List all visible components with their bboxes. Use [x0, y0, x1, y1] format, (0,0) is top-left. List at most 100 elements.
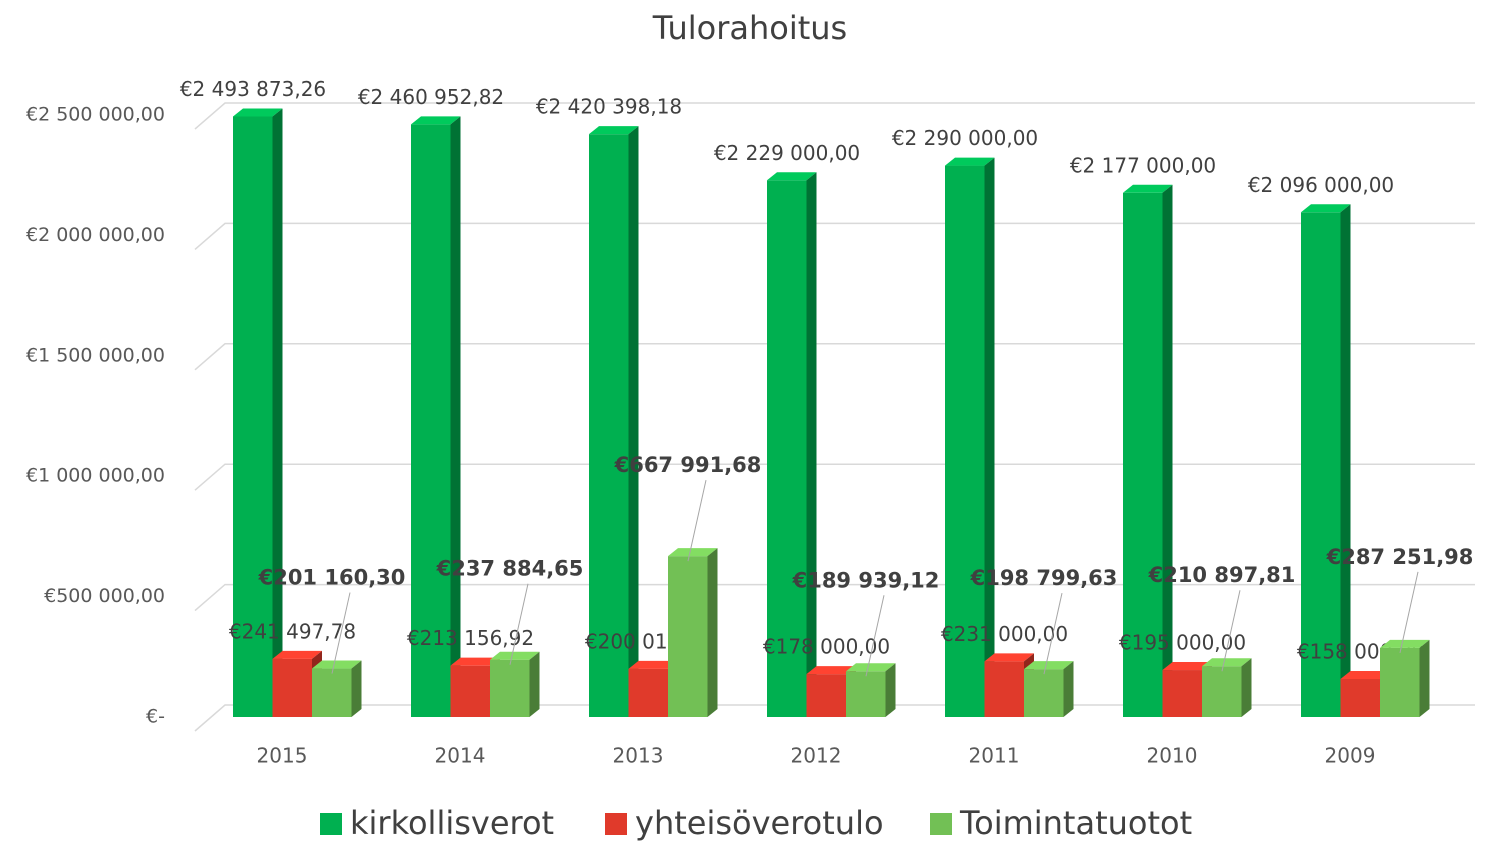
data-label: €2 420 398,18	[536, 95, 682, 119]
y-tick-label: €1 500 000,00	[26, 344, 165, 366]
x-tick-label: 2015	[257, 744, 308, 768]
data-label: €2 096 000,00	[1248, 173, 1394, 197]
bar-top	[411, 116, 461, 125]
bar-front	[450, 665, 490, 717]
x-tick-label: 2013	[613, 744, 664, 768]
y-tick-label: €1 000 000,00	[26, 465, 165, 487]
legend-label: kirkollisverot	[350, 804, 554, 842]
bar-side	[984, 157, 995, 717]
bar-top	[628, 660, 678, 669]
bar-side	[450, 116, 461, 717]
bar-side	[1340, 204, 1351, 717]
bar-top	[767, 172, 817, 181]
bar-top	[846, 663, 896, 672]
x-tick-label: 2009	[1325, 744, 1376, 768]
grid-line	[194, 463, 1475, 491]
bar-front	[272, 658, 312, 717]
x-tick-label: 2012	[791, 744, 842, 768]
data-label: €201 160,30	[258, 566, 406, 590]
bar	[1024, 661, 1074, 717]
bar-front	[846, 671, 886, 717]
bar-top	[1123, 184, 1173, 193]
bar	[233, 108, 283, 717]
data-label: €2 229 000,00	[714, 141, 860, 165]
grid-line	[194, 583, 1475, 612]
bar-front	[668, 556, 708, 717]
bar-side	[272, 108, 283, 717]
bar	[589, 126, 639, 718]
bar-front	[1024, 669, 1064, 717]
grid-line	[194, 222, 1475, 250]
data-label: €667 991,68	[614, 453, 762, 477]
bar-top	[450, 657, 500, 666]
bar	[312, 660, 362, 717]
bar-top	[233, 108, 283, 117]
x-tick-label: 2014	[435, 744, 486, 768]
data-label: €231 000,00	[941, 622, 1068, 646]
bar-top	[1162, 662, 1212, 671]
legend-swatch	[605, 813, 627, 835]
leader-line	[1399, 571, 1419, 653]
bar-front	[411, 124, 451, 717]
leader-line	[509, 583, 529, 665]
bar-front	[312, 668, 352, 717]
bar	[767, 172, 817, 717]
leader-line	[1043, 593, 1063, 675]
bar-front	[1301, 212, 1341, 717]
data-label: €237 884,65	[436, 557, 584, 581]
bar-side	[628, 126, 639, 718]
data-label: €287 251,98	[1326, 545, 1474, 569]
grid-line	[194, 102, 1475, 130]
data-label: €2 177 000,00	[1070, 153, 1216, 177]
bar	[1202, 658, 1252, 717]
bar-side	[1419, 639, 1430, 717]
bar-side	[1241, 658, 1252, 717]
bar-top	[668, 548, 718, 557]
bar-top	[806, 666, 856, 675]
bar	[945, 157, 995, 717]
bar-front	[945, 165, 985, 717]
bar-side	[707, 548, 718, 717]
y-tick-label: €2 500 000,00	[26, 104, 165, 126]
y-tick-label: €500 000,00	[44, 585, 165, 607]
data-label: €213 156,92	[407, 626, 534, 650]
data-label: €2 493 873,26	[180, 77, 326, 101]
bar-top	[589, 126, 639, 135]
bar-top	[1301, 204, 1351, 213]
bar-side	[806, 172, 817, 717]
y-tick-label: €2 000 000,00	[26, 224, 165, 246]
legend-swatch	[320, 813, 342, 835]
legend-label: Toimintatuotot	[959, 804, 1192, 842]
x-tick-label: 2010	[1147, 744, 1198, 768]
bar-front	[1380, 647, 1420, 717]
chart-title: Tulorahoitus	[652, 9, 847, 47]
bar-front	[490, 659, 530, 717]
bar	[1123, 184, 1173, 718]
grid-line	[194, 343, 1475, 371]
leader-line	[687, 480, 707, 562]
bar-top	[1380, 639, 1430, 648]
bar-top	[490, 651, 540, 660]
bar-top	[272, 650, 322, 659]
bar-top	[984, 653, 1034, 662]
leader-line	[331, 592, 351, 674]
bar-side	[351, 660, 362, 717]
bar	[411, 116, 461, 717]
bar-top	[1340, 670, 1390, 679]
data-label: €198 799,63	[970, 566, 1118, 590]
bar	[1301, 204, 1351, 717]
bar-side	[885, 663, 896, 717]
data-label: €195 000,00	[1119, 631, 1246, 655]
leader-line	[865, 595, 885, 677]
data-label: €2 460 952,82	[358, 85, 504, 109]
leader-line	[1221, 590, 1241, 672]
bar-top	[1024, 661, 1074, 670]
bar-front	[1202, 666, 1242, 717]
data-label: €2 290 000,00	[892, 126, 1038, 150]
bar	[846, 663, 896, 717]
x-tick-label: 2011	[969, 744, 1020, 768]
bar	[490, 651, 540, 717]
legend-swatch	[930, 813, 952, 835]
bar-front	[589, 134, 629, 718]
